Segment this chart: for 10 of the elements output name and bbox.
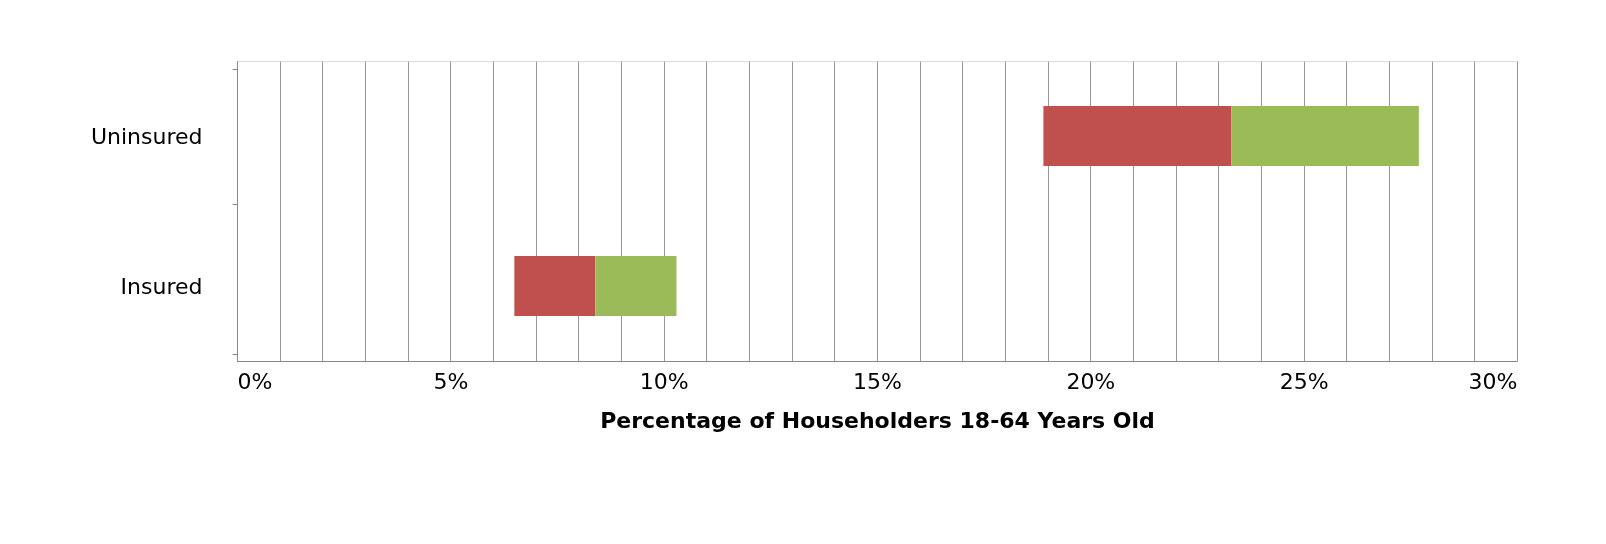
x-tick-label: 30% xyxy=(1468,368,1518,394)
x-tick-label: 0% xyxy=(237,368,273,394)
x-tick-label: 20% xyxy=(1066,368,1116,394)
x-tick-label: 10% xyxy=(639,368,689,394)
y-tick-label: Uninsured xyxy=(90,123,203,149)
x-tick-label: 5% xyxy=(433,368,469,394)
x-tick-label: 25% xyxy=(1279,368,1329,394)
y-tick-label: Insured xyxy=(120,273,203,299)
x-tick-label: 15% xyxy=(853,368,902,394)
x-axis-title: Percentage of Householders 18-64 Years Old xyxy=(600,407,1155,433)
